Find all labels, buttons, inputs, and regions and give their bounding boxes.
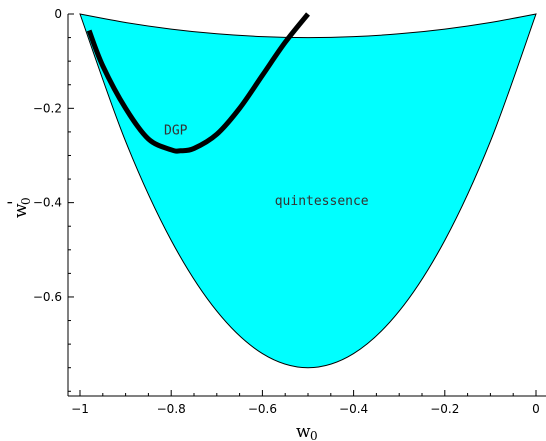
x-axis-label-subscript: 0 [310, 429, 318, 441]
x-tick-label: −0.8 [157, 402, 186, 416]
y-axis-label: w [11, 203, 31, 218]
x-tick-label: −0.4 [339, 402, 368, 416]
x-axis-label: w [296, 422, 311, 441]
annotation-dgp: DGP [164, 123, 188, 138]
region-quintessence [79, 13, 537, 369]
x-tick-label: 0 [532, 402, 540, 416]
y-axis-label-mark: ' [5, 200, 25, 205]
x-tick-label: −0.6 [248, 402, 277, 416]
y-axis-label-subscript: 0 [19, 197, 33, 205]
y-tick-label: −0.6 [33, 290, 62, 304]
plot-area: DGP quintessence [79, 12, 537, 369]
x-tick-label: −0.2 [430, 402, 459, 416]
annotation-quintessence: quintessence [275, 194, 369, 209]
y-tick-label: −0.2 [33, 101, 62, 115]
series-line-dgp [86, 12, 310, 154]
y-tick-label: −0.4 [33, 196, 62, 210]
axes: −1 −0.8 −0.6 −0.4 −0.2 0 0 −0.2 −0.4 −0.6 [33, 7, 546, 416]
y-axis-label-group: w 0 ' [5, 197, 33, 218]
x-tick-label: −1 [71, 402, 89, 416]
y-tick-label: 0 [54, 7, 62, 21]
